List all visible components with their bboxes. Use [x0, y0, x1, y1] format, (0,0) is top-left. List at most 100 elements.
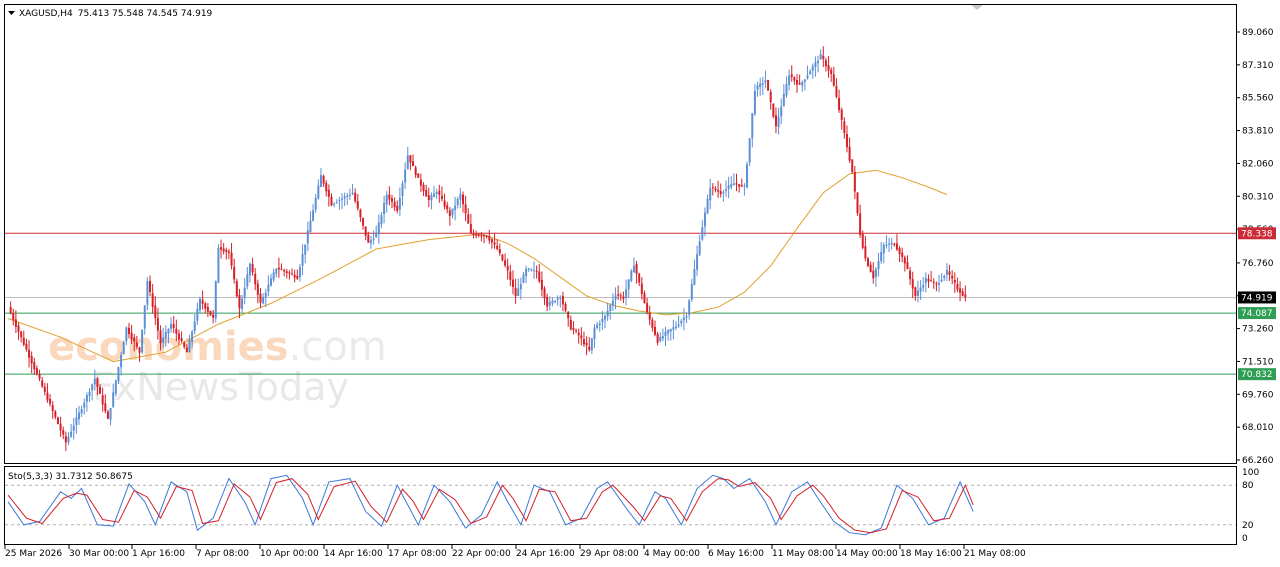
candle-body — [151, 293, 154, 307]
candle-body — [732, 183, 735, 186]
candle-body — [356, 201, 359, 209]
candle-body — [927, 279, 930, 282]
moving-average-line — [7, 169, 948, 363]
candle-body — [840, 109, 843, 120]
candle-body — [293, 274, 296, 278]
level-label: 74.087 — [1241, 309, 1273, 319]
candle-body — [385, 194, 388, 205]
candle-body — [596, 324, 599, 328]
candle-body — [14, 319, 17, 327]
candle-body — [948, 271, 951, 275]
stochastic-axis-label: 20 — [1242, 521, 1254, 531]
candle-body — [872, 270, 875, 279]
candle-body — [548, 302, 551, 306]
candle-body — [62, 429, 65, 435]
time-tick-label: 6 May 16:00 — [708, 549, 764, 559]
candle-body — [180, 338, 183, 342]
candle-body — [117, 367, 120, 381]
candle-body — [417, 173, 420, 178]
candle-body — [348, 194, 351, 196]
level-label-box — [1238, 368, 1276, 381]
candle-body — [540, 279, 543, 290]
candle-body — [859, 213, 862, 236]
candle-body — [235, 280, 238, 297]
candle-body — [304, 244, 307, 255]
candle-body — [267, 284, 270, 292]
candle-body — [185, 347, 188, 353]
candle-body — [932, 281, 935, 283]
time-tick-label: 18 May 16:00 — [900, 549, 962, 559]
candle-body — [72, 425, 75, 431]
time-axis: 25 Mar 2026 30 Mar 00:00 1 Apr 16:00 7 Apr … — [4, 545, 1026, 559]
price-tick-label: 80.310 — [1242, 192, 1274, 202]
candle-body — [798, 82, 801, 85]
candle-body — [738, 184, 741, 187]
candle-body — [659, 336, 662, 341]
candle-body — [753, 90, 756, 114]
level-label: 74.919 — [1241, 293, 1273, 303]
candle-body — [590, 338, 593, 351]
candle-body — [159, 330, 162, 344]
candle-body — [93, 378, 96, 385]
candle-body — [364, 226, 367, 236]
candle-body — [372, 238, 375, 241]
candle-body — [193, 321, 196, 332]
candle-body — [346, 195, 349, 197]
stochastic-axis-label: 100 — [1242, 468, 1259, 478]
candle-body — [945, 269, 948, 275]
candle-body — [241, 298, 244, 310]
candle-body — [675, 326, 678, 328]
candle-body — [790, 74, 793, 78]
chart-shift-marker-icon[interactable] — [971, 5, 983, 10]
candle-body — [467, 214, 470, 224]
candle-body — [96, 378, 99, 387]
candle-body — [661, 336, 664, 339]
candle-body — [104, 403, 107, 412]
candle-body — [593, 327, 596, 340]
candle-body — [367, 234, 370, 243]
candle-body — [75, 417, 78, 425]
candle-body — [362, 218, 365, 226]
candle-body — [809, 71, 812, 75]
candle-body — [819, 54, 822, 60]
candle-body — [838, 97, 841, 111]
candle-body — [703, 212, 706, 227]
candle-body — [843, 121, 846, 134]
candle-body — [164, 331, 167, 339]
candle-body — [198, 298, 201, 311]
candle-body — [480, 234, 483, 237]
candle-body — [740, 185, 743, 187]
candle-body — [383, 203, 386, 215]
candle-body — [141, 329, 144, 353]
time-tick-label: 14 Apr 16:00 — [324, 549, 383, 559]
candle-body — [456, 198, 459, 205]
time-tick-label: 29 Apr 08:00 — [580, 549, 639, 559]
candle-body — [214, 281, 217, 319]
candle-body — [575, 330, 578, 332]
candle-body — [120, 355, 123, 368]
symbol-menu-chevron-icon[interactable] — [8, 11, 15, 15]
candle-body — [212, 314, 215, 318]
candle-body — [291, 273, 294, 275]
candle-body — [556, 298, 559, 300]
candle-body — [17, 325, 20, 332]
candle-body — [638, 273, 641, 283]
candle-body — [727, 185, 730, 189]
candle-body — [314, 197, 317, 210]
candle-body — [717, 189, 720, 192]
candle-body — [483, 235, 486, 237]
candle-body — [598, 323, 601, 326]
candle-body — [867, 258, 870, 266]
candle-body — [138, 347, 141, 353]
level-label: 78.338 — [1241, 229, 1273, 239]
candle-body — [188, 340, 191, 353]
candle-body — [146, 281, 149, 305]
candle-body — [335, 202, 338, 204]
candle-body — [327, 189, 330, 197]
candle-body — [9, 307, 12, 314]
candle-body — [911, 279, 914, 289]
candle-body — [354, 192, 357, 202]
candle-body — [888, 243, 891, 245]
candle-body — [680, 320, 683, 324]
